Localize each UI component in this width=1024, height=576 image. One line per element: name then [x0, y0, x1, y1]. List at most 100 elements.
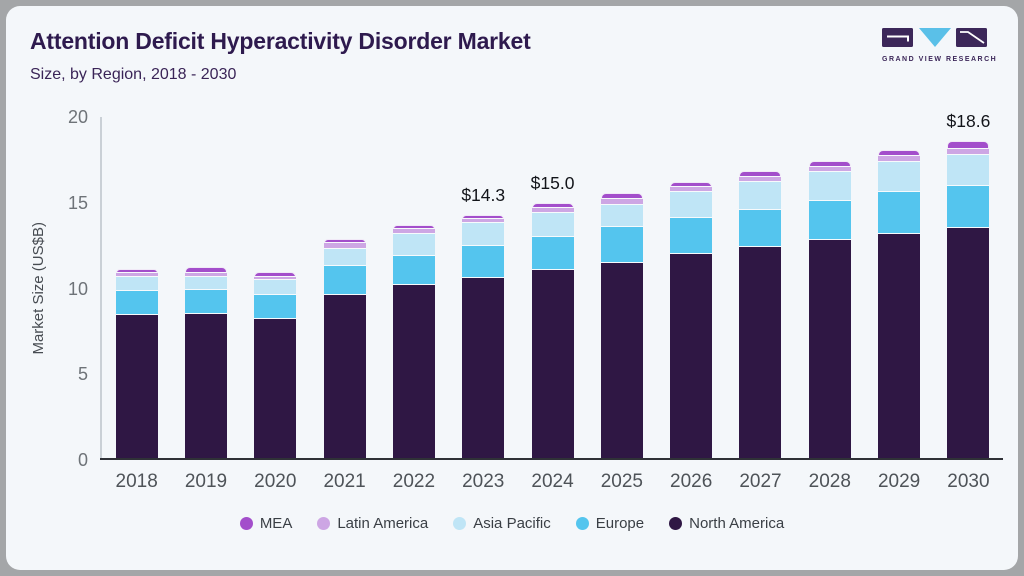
bar-segment-mea	[184, 267, 227, 274]
bar-segment-mea	[323, 239, 366, 244]
bar-segment-europe	[878, 192, 921, 234]
stacked-bar-2028	[808, 160, 851, 460]
plot: 2018 2019 2020 2021 2022 $14.3 2023 $15.0 2024 20…	[102, 111, 1003, 492]
legend-item-europe: Europe	[575, 515, 645, 532]
bar-segment-europe	[462, 245, 505, 279]
y-axis-tick-label: 0	[77, 450, 88, 470]
bar-segment-asia-pacific	[878, 161, 921, 193]
x-axis-tick-label: 2027	[739, 471, 782, 492]
bar-segment-asia-pacific	[739, 182, 782, 210]
stacked-bar-2019	[184, 267, 227, 460]
bar-segment-asia-pacific	[531, 213, 574, 238]
bar-segment-mea	[115, 269, 158, 274]
bar-segment-north-america	[184, 314, 227, 460]
plot-area: 2018 2019 2020 2021 2022 $14.3 2023 $15.0 2024 20…	[100, 111, 1003, 492]
legend-item-asia-pacific: Asia Pacific	[453, 515, 551, 532]
y-axis-tick-label: 20	[67, 107, 88, 127]
legend: MEA Latin America Asia Pacific Europe North …	[6, 515, 1018, 532]
x-axis-tick-label: 2026	[670, 471, 713, 492]
bar-segment-mea	[878, 150, 921, 157]
bar-segment-latin-america	[947, 148, 990, 155]
bar-slot: 2022	[379, 117, 448, 492]
bar-segment-asia-pacific	[392, 233, 435, 256]
legend-item-latin-america: Latin America	[317, 515, 428, 532]
gvr-logo-text: GRAND VIEW RESEARCH	[882, 56, 998, 63]
stacked-bar-2020	[254, 272, 297, 460]
x-axis-tick-label: 2023	[462, 471, 505, 492]
bar-segment-north-america	[392, 285, 435, 460]
x-axis-tick-label: 2029	[877, 471, 921, 492]
stacked-bar-2025	[600, 193, 643, 460]
y-axis-tick-label: 15	[67, 192, 88, 213]
x-axis-tick-label: 2021	[323, 471, 366, 492]
legend-label: Europe	[595, 515, 645, 532]
legend-swatch-icon	[239, 517, 253, 530]
bar-segment-north-america	[878, 233, 921, 460]
legend-item-mea: MEA	[239, 515, 292, 532]
bar-segment-mea	[739, 171, 782, 178]
bar-segment-europe	[323, 266, 366, 296]
bar-slot: 2025	[587, 117, 656, 492]
stacked-bar-2022	[392, 225, 435, 460]
bar-segment-mea	[808, 160, 851, 167]
bar-segment-latin-america	[600, 198, 643, 205]
x-axis-tick-label: 2022	[392, 471, 436, 492]
bar-slot: $14.3 2023	[449, 117, 518, 492]
bar-segment-north-america	[808, 240, 851, 460]
bar-segment-latin-america	[878, 156, 921, 162]
bar-segment-latin-america	[808, 166, 851, 172]
stacked-bar-2026	[670, 182, 713, 460]
stacked-bar-2023	[462, 214, 505, 460]
bar-segment-europe	[808, 201, 851, 241]
gvr-logo: GRAND VIEW RESEARCH	[882, 28, 998, 63]
bar-segment-europe	[115, 291, 158, 316]
legend-swatch-icon	[317, 517, 331, 530]
stacked-bar-2018	[115, 269, 158, 460]
bar-segment-europe	[531, 237, 574, 270]
bar-slot: 2019	[171, 117, 240, 492]
bar-slot: 2020	[241, 117, 310, 492]
bar-segment-latin-america	[670, 187, 713, 193]
stacked-bar-2027	[739, 171, 782, 460]
bar-segment-latin-america	[531, 207, 574, 214]
bar-segment-mea	[600, 193, 643, 199]
y-axis-title: Market Size (US$B)	[30, 222, 47, 355]
bar-segment-latin-america	[392, 229, 435, 234]
page-title: Attention Deficit Hyperactivity Disorder…	[30, 28, 531, 54]
gvr-logo-icon	[882, 28, 987, 47]
bar-segment-asia-pacific	[462, 223, 505, 246]
bar-segment-latin-america	[739, 177, 782, 183]
bar-segment-mea	[531, 202, 574, 208]
bar-segment-europe	[600, 226, 643, 263]
bar-segment-mea	[670, 182, 713, 188]
bar-segment-europe	[947, 185, 990, 228]
bar-segment-north-america	[947, 227, 990, 460]
bar-slot: 2021	[310, 117, 379, 492]
legend-label: North America	[689, 515, 785, 532]
y-axis-line	[100, 117, 102, 460]
bar-segment-asia-pacific	[947, 154, 990, 186]
bar-slot: 2018	[102, 117, 171, 492]
bar-segment-asia-pacific	[115, 277, 158, 292]
bar-segment-europe	[254, 294, 297, 320]
bar-slot: 2027	[726, 117, 795, 492]
legend-item-north-america: North America	[669, 515, 784, 532]
bar-segment-north-america	[670, 254, 713, 460]
bar-segment-asia-pacific	[184, 277, 227, 291]
bar-value-label: $18.6	[946, 111, 991, 132]
bar-segment-europe	[392, 255, 435, 286]
bar-slot: 2026	[657, 117, 726, 492]
x-axis-tick-label: 2018	[115, 471, 158, 492]
legend-swatch-icon	[575, 517, 589, 530]
x-axis-tick-label: 2028	[808, 471, 851, 492]
bar-segment-latin-america	[254, 276, 297, 280]
bar-value-label: $14.3	[461, 184, 506, 205]
bar-segment-north-america	[462, 278, 505, 460]
legend-label: Asia Pacific	[473, 515, 551, 532]
bar-segment-north-america	[254, 319, 297, 460]
stacked-bar-2029	[878, 150, 921, 460]
y-axis-tick-label: 10	[67, 278, 88, 299]
bar-segment-north-america	[531, 269, 574, 460]
bar-segment-europe	[184, 290, 227, 315]
